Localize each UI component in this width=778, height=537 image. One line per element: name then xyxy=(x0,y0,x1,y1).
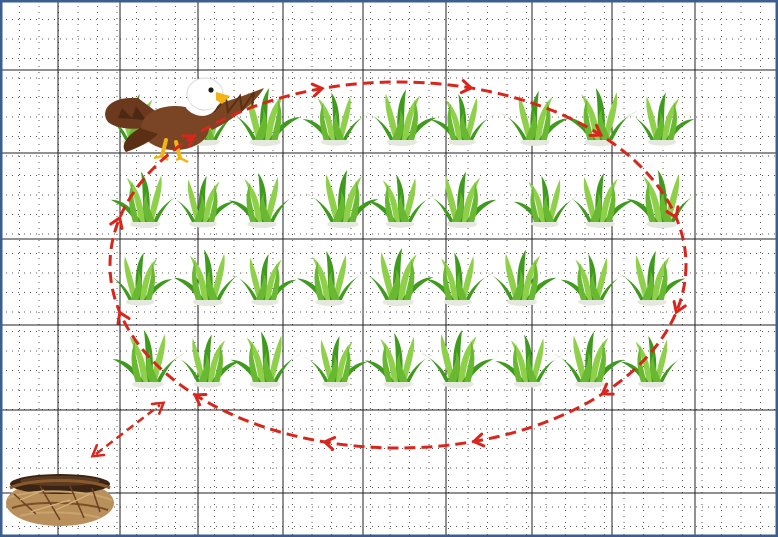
nest-icon xyxy=(6,474,114,526)
nest-connector-path xyxy=(95,404,161,455)
connector-arrowhead xyxy=(150,401,166,415)
loop-path xyxy=(108,80,688,450)
path-arrowhead xyxy=(672,300,687,315)
eagle-icon xyxy=(105,77,264,164)
path-arrowhead xyxy=(109,215,124,230)
path-arrowhead xyxy=(192,393,208,407)
path-arrowhead xyxy=(459,79,474,94)
path-arrows xyxy=(90,79,687,458)
connector-arrowhead xyxy=(90,444,106,458)
path-arrowhead xyxy=(310,82,325,98)
path-arrowhead xyxy=(116,310,131,325)
path-arrowhead xyxy=(600,382,615,396)
path-arrowhead xyxy=(471,432,486,448)
path-arrowhead xyxy=(588,123,604,137)
path-arrowhead xyxy=(322,436,337,451)
path-arrowhead xyxy=(181,134,196,148)
path-arrowhead xyxy=(665,205,680,220)
flight-path xyxy=(90,79,688,458)
